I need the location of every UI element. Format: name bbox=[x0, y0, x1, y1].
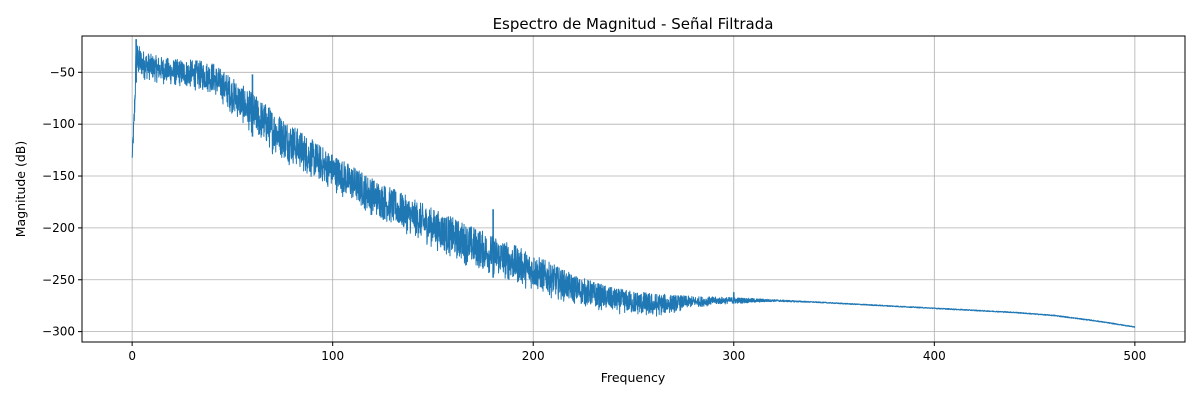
x-tick-label: 500 bbox=[1123, 349, 1146, 363]
x-tick-label: 100 bbox=[321, 349, 344, 363]
plot-frame bbox=[81, 35, 1186, 343]
spectrum-line bbox=[131, 45, 1136, 328]
y-tick-label: −200 bbox=[42, 221, 75, 235]
y-axis-label: Magnitude (dB) bbox=[13, 141, 28, 237]
chart-title: Espectro de Magnitud - Señal Filtrada bbox=[493, 15, 774, 33]
spectrum-trace bbox=[131, 39, 1136, 328]
x-axis-ticks: 0 100 200 300 400 500 bbox=[128, 342, 1146, 363]
x-axis-label: Frequency bbox=[601, 370, 666, 385]
y-tick-label: −250 bbox=[42, 273, 75, 287]
x-tick-label: 200 bbox=[522, 349, 545, 363]
x-tick-label: 300 bbox=[722, 349, 745, 363]
y-tick-label: −150 bbox=[42, 169, 75, 183]
x-tick-label: 400 bbox=[923, 349, 946, 363]
y-tick-label: −100 bbox=[42, 117, 75, 131]
x-tick-label: 0 bbox=[128, 349, 136, 363]
y-tick-label: −300 bbox=[42, 325, 75, 339]
y-axis-ticks: −300 −250 −200 −150 −100 −50 bbox=[42, 65, 82, 339]
y-tick-label: −50 bbox=[50, 65, 75, 79]
